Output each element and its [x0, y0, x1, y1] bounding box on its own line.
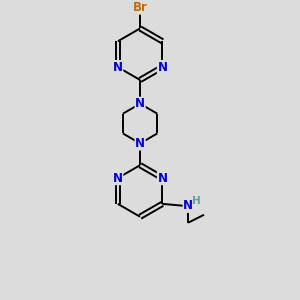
Text: N: N	[113, 61, 123, 74]
Text: N: N	[135, 97, 145, 110]
Text: N: N	[158, 61, 167, 74]
Text: N: N	[158, 172, 167, 184]
Text: H: H	[192, 196, 200, 206]
Text: Br: Br	[133, 1, 148, 14]
Text: N: N	[113, 172, 123, 184]
Text: N: N	[183, 199, 193, 212]
Text: N: N	[135, 137, 145, 150]
